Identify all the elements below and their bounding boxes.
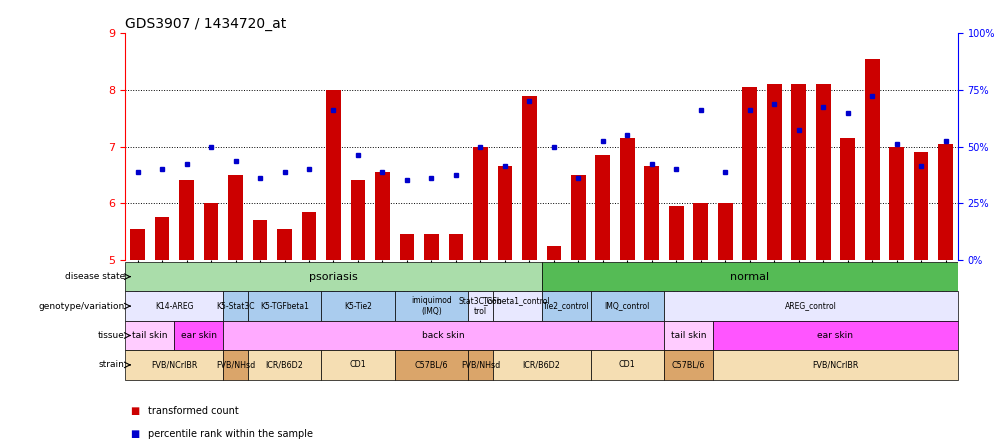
Bar	[497, 166, 512, 260]
Text: genotype/variation: genotype/variation	[39, 301, 125, 311]
Bar	[521, 95, 536, 260]
Bar	[473, 147, 487, 260]
Bar	[712, 350, 957, 380]
Bar	[179, 180, 193, 260]
Text: Stat3C_con
trol: Stat3C_con trol	[458, 297, 502, 316]
Bar	[228, 175, 242, 260]
Bar	[767, 84, 781, 260]
Bar	[277, 229, 292, 260]
Text: AREG_control: AREG_control	[785, 301, 836, 311]
Text: ■: ■	[130, 429, 139, 439]
Text: K14-AREG: K14-AREG	[155, 301, 193, 311]
Bar	[125, 350, 223, 380]
Text: K5-Stat3C: K5-Stat3C	[216, 301, 255, 311]
Text: K5-Tie2: K5-Tie2	[344, 301, 372, 311]
Bar	[321, 350, 395, 380]
Bar	[590, 291, 663, 321]
Text: tail skin: tail skin	[132, 331, 167, 340]
Bar	[541, 291, 590, 321]
Bar	[130, 229, 145, 260]
Text: FVB/NCrIBR: FVB/NCrIBR	[151, 361, 197, 369]
Text: tissue: tissue	[98, 331, 125, 340]
Text: back skin: back skin	[422, 331, 465, 340]
Text: IMQ_control: IMQ_control	[604, 301, 649, 311]
Bar	[717, 203, 731, 260]
Bar	[541, 262, 957, 291]
Text: percentile rank within the sample: percentile rank within the sample	[148, 429, 314, 439]
Bar	[889, 147, 903, 260]
Text: ICR/B6D2: ICR/B6D2	[522, 361, 560, 369]
Bar	[395, 350, 468, 380]
Text: GDS3907 / 1434720_at: GDS3907 / 1434720_at	[125, 17, 287, 31]
Text: Tie2_control: Tie2_control	[542, 301, 589, 311]
Bar	[326, 90, 341, 260]
Bar	[399, 234, 414, 260]
Bar	[644, 166, 658, 260]
Bar	[247, 291, 321, 321]
Text: tail skin: tail skin	[670, 331, 705, 340]
Text: transformed count: transformed count	[148, 406, 238, 416]
Text: CD1: CD1	[350, 361, 366, 369]
Text: TGFbeta1_control: TGFbeta1_control	[483, 297, 550, 316]
Bar	[468, 291, 492, 321]
Bar	[590, 350, 663, 380]
Bar	[203, 203, 218, 260]
Bar	[741, 87, 757, 260]
Bar	[253, 220, 268, 260]
Bar	[424, 234, 438, 260]
Bar	[492, 350, 590, 380]
Text: C57BL/6: C57BL/6	[671, 361, 704, 369]
Bar	[395, 291, 468, 321]
Bar	[223, 291, 247, 321]
Text: FVB/NHsd: FVB/NHsd	[460, 361, 500, 369]
Bar	[864, 59, 879, 260]
Bar	[546, 246, 561, 260]
Text: strain: strain	[99, 361, 125, 369]
Bar	[125, 321, 174, 350]
Bar	[595, 155, 609, 260]
Bar	[619, 138, 634, 260]
Text: C57BL/6: C57BL/6	[414, 361, 448, 369]
Text: ear skin: ear skin	[817, 331, 853, 340]
Text: normal: normal	[729, 272, 769, 281]
Bar	[223, 350, 247, 380]
Text: FVB/NCrIBR: FVB/NCrIBR	[812, 361, 858, 369]
Bar	[937, 144, 952, 260]
Text: K5-TGFbeta1: K5-TGFbeta1	[260, 301, 309, 311]
Bar	[448, 234, 463, 260]
Text: CD1: CD1	[618, 361, 635, 369]
Text: imiquimod
(IMQ): imiquimod (IMQ)	[411, 297, 451, 316]
Bar	[247, 350, 321, 380]
Text: psoriasis: psoriasis	[309, 272, 358, 281]
Bar	[692, 203, 707, 260]
Bar	[815, 84, 830, 260]
Bar	[840, 138, 854, 260]
Bar	[174, 321, 223, 350]
Bar	[663, 321, 712, 350]
Bar	[125, 291, 223, 321]
Bar	[663, 350, 712, 380]
Text: ICR/B6D2: ICR/B6D2	[266, 361, 304, 369]
Bar	[468, 350, 492, 380]
Bar	[913, 152, 928, 260]
Bar	[712, 321, 957, 350]
Text: ■: ■	[130, 406, 139, 416]
Bar	[351, 180, 365, 260]
Bar	[223, 321, 663, 350]
Bar	[375, 172, 390, 260]
Bar	[570, 175, 585, 260]
Text: disease state: disease state	[64, 272, 125, 281]
Bar	[154, 217, 169, 260]
Bar	[663, 291, 957, 321]
Bar	[321, 291, 395, 321]
Bar	[125, 262, 541, 291]
Bar	[791, 84, 806, 260]
Bar	[302, 212, 316, 260]
Text: ear skin: ear skin	[180, 331, 216, 340]
Bar	[492, 291, 541, 321]
Text: FVB/NHsd: FVB/NHsd	[215, 361, 255, 369]
Bar	[668, 206, 683, 260]
